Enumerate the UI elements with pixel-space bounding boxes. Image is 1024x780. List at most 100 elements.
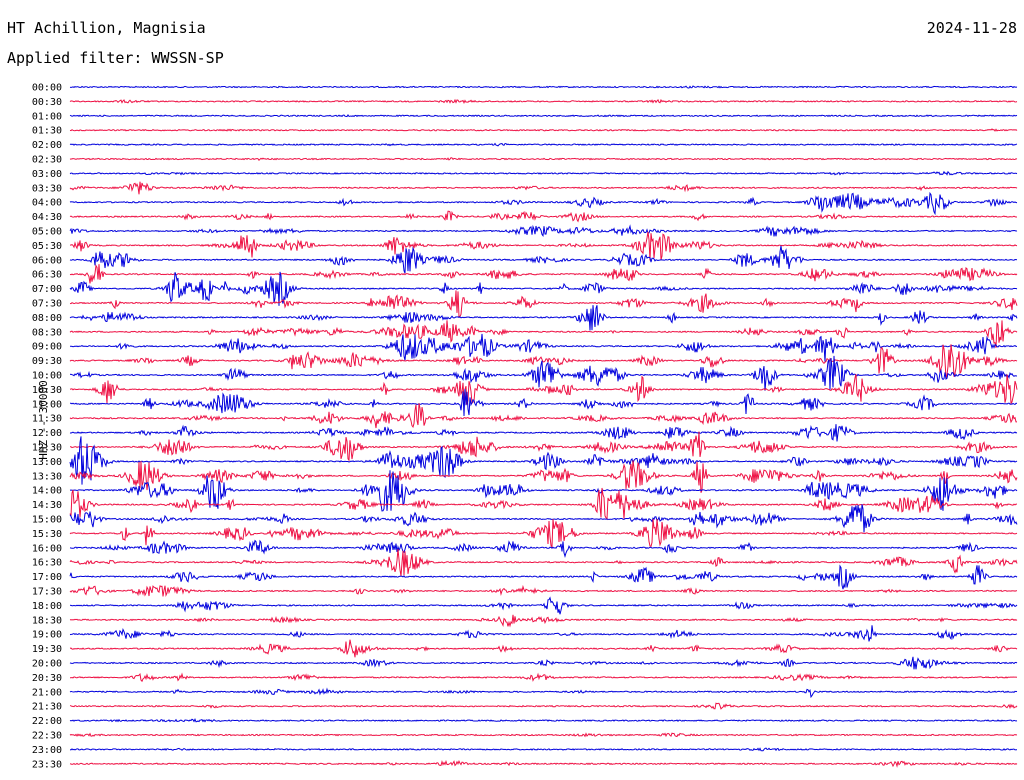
trace-line	[69, 614, 1018, 628]
trace-line	[69, 470, 1018, 512]
trace-line	[69, 210, 1017, 223]
row-label-group: 00:00 00:30 01:00 01:30 02:00 02:30 03:00 03:30…	[32, 83, 62, 771]
row-time-label: 06:00	[32, 255, 62, 266]
trace-line	[70, 672, 1018, 683]
trace-line	[69, 549, 1018, 577]
row-time-label: 13:30	[32, 471, 62, 482]
row-time-label: 20:00	[32, 659, 62, 670]
row-time-label: 03:00	[32, 169, 62, 180]
trace-line	[69, 460, 1018, 493]
trace-line	[69, 157, 1018, 161]
trace-line	[69, 224, 1018, 237]
trace-line	[69, 424, 1018, 442]
trace-line	[69, 170, 1018, 176]
trace-line	[69, 747, 1017, 752]
row-time-label: 15:00	[32, 515, 62, 526]
row-time-label: 19:00	[32, 630, 62, 641]
trace-line	[69, 687, 1018, 699]
row-time-label: 07:00	[32, 284, 62, 295]
trace-line	[69, 639, 1018, 658]
trace-line	[69, 264, 1018, 284]
row-time-label: 14:00	[32, 486, 62, 497]
trace-line	[69, 656, 1018, 670]
trace-line	[69, 271, 1018, 306]
row-time-label: 10:00	[32, 371, 62, 382]
row-time-label: 17:30	[32, 587, 62, 598]
row-time-label: 21:30	[32, 702, 62, 713]
row-time-label: 19:30	[32, 644, 62, 655]
station-title: HT Achillion, Magnisia	[7, 19, 206, 37]
row-time-label: 18:00	[32, 601, 62, 612]
row-time-label: 16:00	[32, 543, 62, 554]
trace-line	[69, 355, 1018, 391]
row-time-label: 22:00	[32, 716, 62, 727]
trace-line	[70, 431, 1018, 462]
row-time-label: 22:30	[32, 731, 62, 742]
trace-line	[69, 718, 1018, 723]
row-time-label: 11:00	[32, 399, 62, 410]
row-time-label: 00:00	[32, 83, 62, 94]
row-time-label: 10:30	[32, 385, 62, 396]
trace-line	[69, 191, 1018, 216]
row-time-label: 07:30	[32, 299, 62, 310]
trace-line	[69, 389, 1018, 417]
trace-line	[69, 245, 1018, 274]
trace-line	[69, 584, 1018, 598]
row-time-label: 03:30	[32, 183, 62, 194]
row-time-label: 18:30	[32, 615, 62, 626]
record-date: 2024-11-28	[926, 19, 1017, 37]
filter-label: Applied filter: WWSSN-SP	[7, 49, 224, 67]
row-time-label: 23:00	[32, 745, 62, 756]
trace-line	[69, 702, 1018, 710]
trace-line	[69, 128, 1018, 132]
trace-line	[69, 320, 1018, 348]
trace-line	[69, 518, 1018, 549]
trace-line	[69, 539, 1018, 558]
trace-line	[69, 181, 1018, 195]
trace-line	[69, 333, 1017, 362]
trace-line	[69, 732, 1018, 738]
trace-line	[69, 564, 1018, 590]
row-time-label: 13:00	[32, 457, 62, 468]
trace-line	[69, 504, 1018, 533]
trace-line	[69, 231, 1018, 261]
trace-line	[69, 487, 1017, 521]
trace-line	[69, 403, 1017, 429]
row-time-label: 20:30	[32, 673, 62, 684]
row-time-label: 12:00	[32, 428, 62, 439]
trace-line	[69, 596, 1018, 615]
row-time-label: 17:00	[32, 572, 62, 583]
row-time-label: 05:00	[32, 227, 62, 238]
trace-line	[69, 98, 1018, 105]
row-time-label: 11:30	[32, 414, 62, 425]
trace-line	[69, 759, 1018, 768]
row-time-label: 16:30	[32, 558, 62, 569]
row-time-label: 02:30	[32, 155, 62, 166]
trace-line	[69, 625, 1018, 642]
row-time-label: 04:30	[32, 212, 62, 223]
row-time-label: 00:30	[32, 97, 62, 108]
trace-line	[69, 113, 1018, 118]
row-time-label: 04:00	[32, 198, 62, 209]
row-time-label: 14:30	[32, 500, 62, 511]
row-time-label: 02:00	[32, 140, 62, 151]
row-time-label: 09:30	[32, 356, 62, 367]
row-time-label: 08:30	[32, 327, 62, 338]
trace-group	[69, 85, 1018, 768]
row-time-label: 01:00	[32, 111, 62, 122]
trace-line	[69, 436, 1018, 485]
row-time-label: 01:30	[32, 126, 62, 137]
trace-line	[69, 142, 1018, 147]
trace-line	[69, 290, 1018, 318]
row-time-label: 08:00	[32, 313, 62, 324]
row-time-label: 12:30	[32, 443, 62, 454]
trace-line	[69, 373, 1018, 406]
row-time-label: 15:30	[32, 529, 62, 540]
row-time-label: 06:30	[32, 270, 62, 281]
row-time-label: 21:00	[32, 687, 62, 698]
trace-line	[69, 305, 1018, 331]
row-time-label: 09:00	[32, 342, 62, 353]
trace-line	[69, 85, 1018, 89]
trace-line	[69, 344, 1018, 379]
